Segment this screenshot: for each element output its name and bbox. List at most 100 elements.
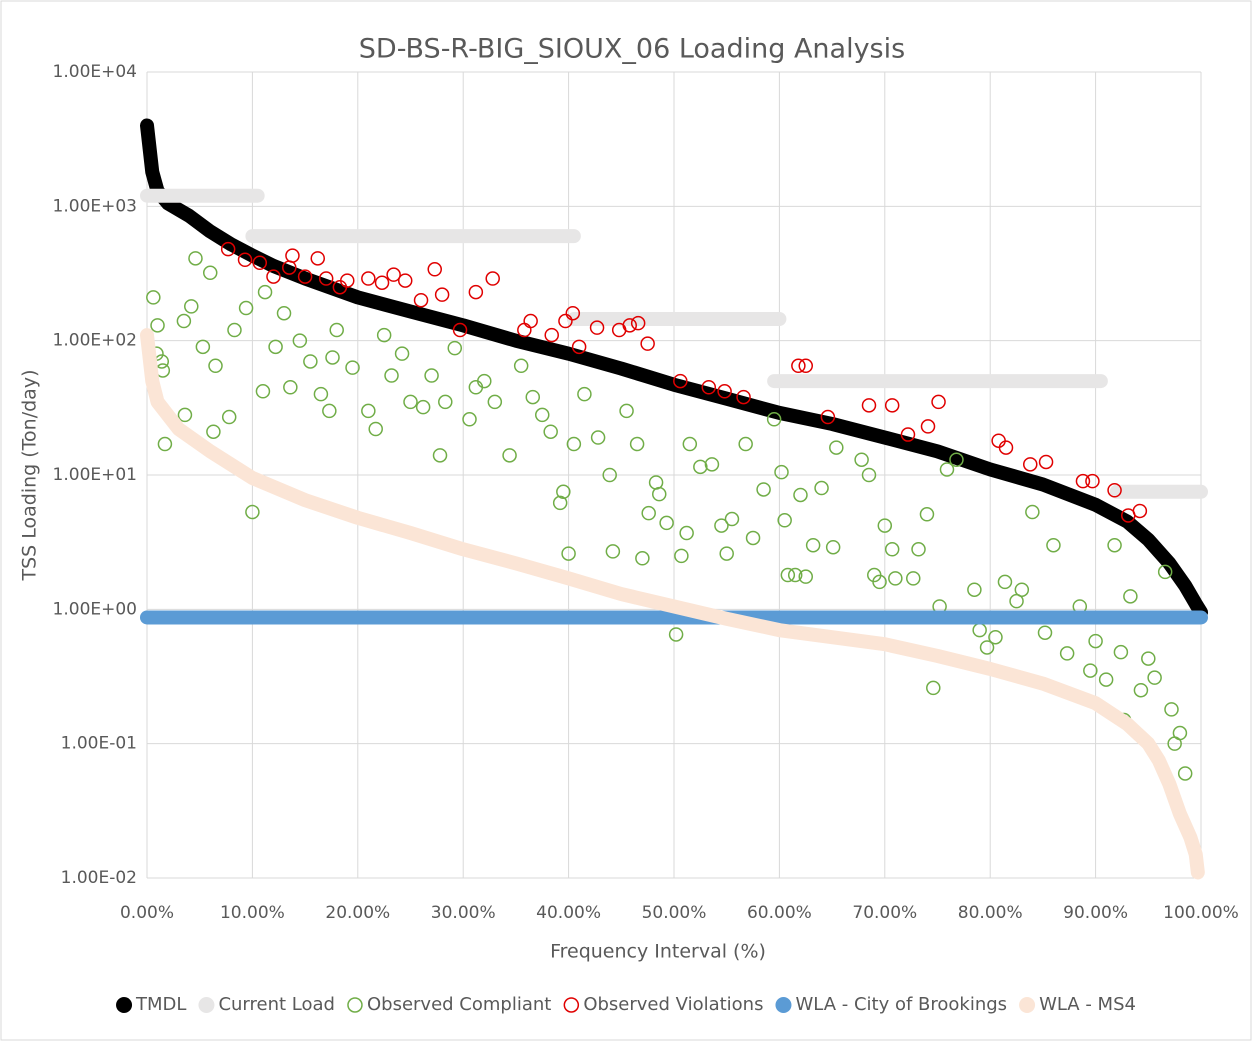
data-point bbox=[787, 567, 803, 583]
data-point bbox=[1075, 473, 1091, 489]
data-point bbox=[659, 515, 674, 531]
x-tick-label: 30.00% bbox=[431, 903, 496, 923]
data-point bbox=[238, 300, 254, 316]
data-point bbox=[297, 269, 313, 284]
data-point bbox=[1059, 646, 1075, 661]
data-point bbox=[854, 452, 869, 467]
data-point bbox=[206, 424, 221, 439]
data-point bbox=[926, 680, 941, 696]
data-point bbox=[477, 373, 492, 389]
data-point bbox=[1088, 633, 1103, 649]
x-tick-label: 100.00% bbox=[1163, 903, 1239, 923]
legend-item: WLA - City of Brookings bbox=[775, 994, 1007, 1015]
legend: TMDL Current Load Observed Compliant Observ… bbox=[116, 994, 1136, 1015]
data-point bbox=[310, 251, 325, 266]
legend-item: TMDL bbox=[116, 994, 186, 1015]
legend-label: Current Load bbox=[218, 994, 335, 1015]
data-point bbox=[719, 546, 734, 561]
data-point bbox=[427, 262, 442, 277]
data-point bbox=[736, 389, 751, 405]
data-point bbox=[535, 407, 550, 423]
data-point bbox=[577, 386, 592, 402]
data-point bbox=[565, 305, 581, 321]
data-point bbox=[1157, 564, 1173, 580]
data-point bbox=[814, 480, 829, 496]
data-point bbox=[257, 284, 273, 300]
legend-marker bbox=[775, 997, 792, 1013]
legend-label: WLA - MS4 bbox=[1039, 994, 1136, 1015]
data-point bbox=[1037, 625, 1053, 640]
data-point bbox=[544, 327, 559, 343]
data-point bbox=[227, 322, 242, 338]
data-point bbox=[195, 339, 211, 355]
data-point bbox=[766, 412, 782, 427]
data-point bbox=[285, 248, 300, 263]
data-point bbox=[432, 448, 448, 463]
data-point bbox=[325, 350, 340, 365]
data-point bbox=[252, 255, 268, 271]
x-tick-label: 80.00% bbox=[958, 903, 1023, 923]
data-point bbox=[861, 467, 877, 483]
data-point bbox=[829, 440, 844, 455]
data-point bbox=[566, 436, 582, 452]
data-point bbox=[602, 467, 617, 483]
data-point bbox=[413, 292, 429, 308]
data-point bbox=[266, 269, 281, 284]
data-point bbox=[998, 440, 1014, 455]
data-point bbox=[386, 267, 401, 282]
data-point bbox=[920, 419, 936, 434]
data-point bbox=[622, 318, 637, 333]
data-point bbox=[1085, 473, 1100, 489]
data-point bbox=[1177, 766, 1193, 781]
data-point bbox=[202, 265, 218, 281]
legend-item: Current Load bbox=[198, 994, 335, 1015]
data-point bbox=[556, 484, 571, 500]
data-point bbox=[376, 327, 392, 343]
data-point bbox=[641, 505, 656, 521]
data-point bbox=[447, 340, 463, 356]
data-point bbox=[157, 436, 173, 452]
data-point bbox=[589, 320, 605, 335]
data-point bbox=[777, 513, 792, 528]
data-point bbox=[906, 571, 921, 586]
data-point bbox=[900, 427, 916, 442]
data-point bbox=[1133, 682, 1149, 698]
data-point bbox=[701, 380, 717, 395]
data-point bbox=[543, 424, 558, 439]
data-point bbox=[877, 518, 893, 533]
data-point bbox=[919, 507, 935, 522]
data-point bbox=[590, 430, 606, 445]
data-point bbox=[884, 398, 900, 413]
data-point bbox=[745, 530, 761, 546]
x-tick-label: 20.00% bbox=[325, 903, 390, 923]
data-point bbox=[340, 273, 355, 288]
grid bbox=[146, 71, 1202, 879]
data-point bbox=[724, 511, 740, 527]
data-point bbox=[820, 409, 836, 425]
data-point bbox=[292, 333, 308, 348]
legend-marker bbox=[198, 997, 215, 1013]
data-point bbox=[177, 407, 193, 423]
data-point bbox=[651, 486, 667, 502]
x-tick-label: 40.00% bbox=[536, 903, 601, 923]
x-axis-title: Frequency Interval (%) bbox=[550, 941, 766, 963]
data-point bbox=[668, 627, 684, 642]
data-point bbox=[303, 354, 318, 369]
data-point bbox=[949, 452, 964, 467]
data-point bbox=[798, 358, 813, 374]
x-tick-label: 10.00% bbox=[220, 903, 285, 923]
data-point bbox=[673, 373, 688, 389]
x-tick-label: 0.00% bbox=[120, 903, 174, 923]
x-tick-label: 50.00% bbox=[642, 903, 707, 923]
data-point bbox=[1098, 672, 1114, 687]
data-point bbox=[438, 394, 453, 410]
data-point bbox=[717, 384, 732, 399]
data-point bbox=[1014, 582, 1030, 597]
data-point bbox=[322, 403, 337, 419]
series-line bbox=[140, 328, 1205, 880]
data-point bbox=[1113, 644, 1129, 660]
data-point bbox=[146, 290, 161, 305]
data-point bbox=[1083, 663, 1098, 678]
data-point bbox=[283, 380, 298, 395]
data-point bbox=[176, 313, 192, 329]
